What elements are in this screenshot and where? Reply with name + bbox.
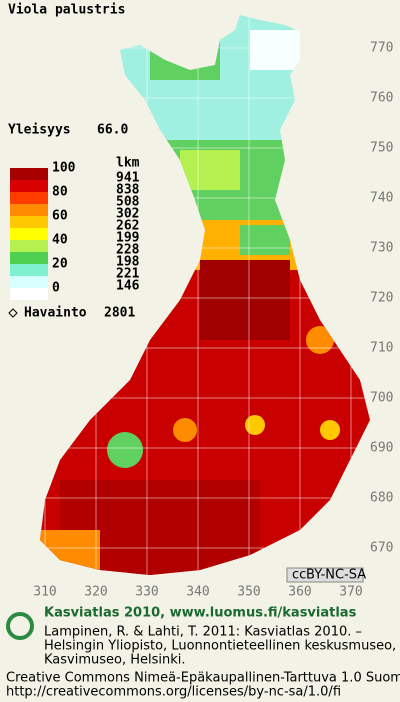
citation-line: Helsingin Yliopisto, Luonnontieteellinen…: [44, 639, 396, 654]
legend-swatch: [10, 240, 48, 252]
license-line: Creative Commons Nimeä-Epäkaupallinen-Ta…: [6, 671, 400, 686]
x-grid-label: 370: [339, 585, 362, 600]
legend-count: 838: [116, 183, 140, 198]
x-grid-label: 320: [84, 585, 107, 600]
x-grid-label: 340: [186, 585, 209, 600]
y-grid-label: 750: [370, 141, 393, 156]
legend-swatch: [10, 216, 48, 228]
legend-class: 80: [52, 185, 68, 200]
legend-count: 146: [116, 279, 140, 294]
x-grid-label: 360: [288, 585, 311, 600]
legend-swatch: [10, 204, 48, 216]
legend-count: 221: [116, 267, 140, 282]
frequency-label: Yleisyys: [8, 123, 71, 138]
x-grid-label: 330: [135, 585, 158, 600]
legend-swatch: [10, 288, 48, 300]
observations-value: 2801: [104, 306, 135, 321]
y-grid-label: 740: [370, 191, 393, 206]
logo: [6, 612, 34, 640]
y-grid-label: 710: [370, 341, 393, 356]
y-grid-label: 690: [370, 441, 393, 456]
y-grid-label: 670: [370, 541, 393, 556]
y-grid-label: 700: [370, 391, 393, 406]
footer-heading: Kasviatlas 2010, www.luomus.fi/kasviatla…: [44, 606, 357, 621]
legend-class: 60: [52, 209, 68, 224]
license-line: http://creativecommons.org/licenses/by-n…: [6, 685, 341, 700]
license-badge-box: [286, 567, 364, 583]
citation-line: Kasvimuseo, Helsinki.: [44, 653, 186, 668]
legend-class: 0: [52, 281, 60, 296]
legend-header: lkm: [116, 156, 140, 171]
observation-symbol: [8, 308, 18, 318]
legend-count: 198: [116, 255, 140, 270]
legend-count: 262: [116, 219, 139, 234]
y-grid-label: 770: [370, 41, 393, 56]
legend-swatch: [10, 276, 48, 288]
legend-count: 508: [116, 195, 140, 210]
legend-swatch: [10, 192, 48, 204]
legend-class: 100: [52, 161, 76, 176]
frequency-value: 66.0: [97, 123, 128, 138]
legend-swatch: [10, 252, 48, 264]
citation-line: Lampinen, R. & Lahti, T. 2011: Kasviatla…: [44, 625, 362, 640]
legend-count: 941: [116, 171, 140, 186]
x-grid-label: 310: [33, 585, 56, 600]
legend-swatch: [10, 180, 48, 192]
legend-swatch: [10, 168, 48, 180]
y-grid-label: 760: [370, 91, 393, 106]
cc-icon: cc: [292, 568, 306, 583]
legend-count: 302: [116, 207, 139, 222]
legend-swatch: [10, 228, 48, 240]
legend-count: 199: [116, 231, 139, 246]
title: Viola palustris: [8, 3, 125, 18]
y-grid-label: 680: [370, 491, 393, 506]
x-grid-label: 350: [237, 585, 260, 600]
legend-class: 40: [52, 233, 68, 248]
observations-label: Havainto: [24, 306, 87, 321]
legend-count: 228: [116, 243, 140, 258]
y-grid-label: 720: [370, 291, 393, 306]
legend-class: 20: [52, 257, 68, 272]
y-grid-label: 730: [370, 241, 393, 256]
license-badge: BY-NC-SA: [306, 568, 366, 583]
legend-swatch: [10, 264, 48, 276]
